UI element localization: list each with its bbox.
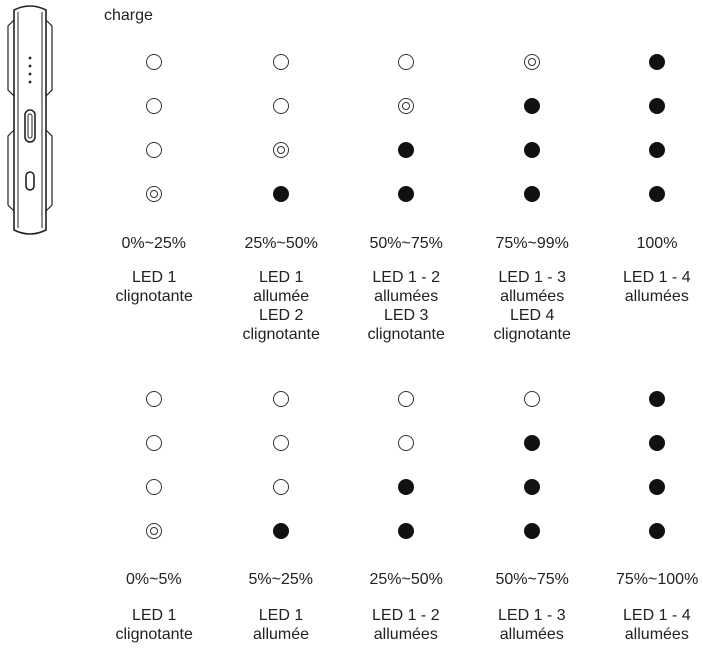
- led-on-indicator: [649, 523, 665, 539]
- description-line: LED 2: [258, 307, 304, 324]
- led-on-indicator: [649, 142, 665, 158]
- led-blink-indicator: [524, 54, 540, 70]
- led-on-indicator: [398, 479, 414, 495]
- description-line: LED 1: [258, 269, 304, 286]
- led-on-indicator: [649, 98, 665, 114]
- led-off-indicator: [273, 391, 289, 407]
- led-off-indicator: [273, 435, 289, 451]
- description-line: LED 1: [131, 607, 177, 624]
- led-off-indicator: [146, 98, 162, 114]
- led-status-description: LED 1 - 2 allumées LED 3 clignotante: [368, 268, 445, 344]
- description-line: LED 1 - 4: [623, 607, 691, 624]
- led-off-indicator: [398, 435, 414, 451]
- description-line: allumée: [253, 626, 310, 643]
- led-on-indicator: [524, 523, 540, 539]
- charge-range-label: 75%~99%: [495, 235, 569, 252]
- description-line: LED 1 - 3: [498, 607, 566, 624]
- led-off-indicator: [146, 142, 162, 158]
- description-line: LED 4: [509, 307, 555, 324]
- description-line: clignotante: [493, 326, 571, 343]
- led-off-indicator: [398, 54, 414, 70]
- led-on-indicator: [524, 479, 540, 495]
- charge-range-label: 50%~75%: [369, 235, 443, 252]
- led-off-indicator: [524, 391, 540, 407]
- description-line: allumées: [499, 626, 564, 643]
- description-line: LED 1 - 2: [372, 269, 440, 286]
- description-line: LED 1 - 2: [372, 607, 440, 624]
- description-line: allumée: [253, 288, 310, 305]
- charge-range-label: 50%~75%: [495, 571, 569, 588]
- led-off-indicator: [273, 479, 289, 495]
- led-off-indicator: [146, 54, 162, 70]
- led-on-indicator: [524, 435, 540, 451]
- charge-range-label: 25%~50%: [244, 235, 318, 252]
- led-on-indicator: [649, 435, 665, 451]
- charge-range-label: 25%~50%: [369, 571, 443, 588]
- led-off-indicator: [273, 98, 289, 114]
- description-line: allumées: [374, 288, 439, 305]
- led-status-description: LED 1 - 3 allumées LED 4 clignotante: [494, 268, 571, 344]
- led-on-indicator: [524, 186, 540, 202]
- led-status-description: LED 1 - 2 allumées: [372, 606, 440, 644]
- description-line: clignotante: [115, 288, 193, 305]
- led-on-indicator: [524, 98, 540, 114]
- charge-range-label: 0%~25%: [121, 235, 187, 252]
- led-blink-indicator: [146, 186, 162, 202]
- led-on-indicator: [273, 523, 289, 539]
- led-blink-indicator: [398, 98, 414, 114]
- led-blink-indicator: [146, 523, 162, 539]
- description-line: clignotante: [242, 326, 320, 343]
- led-status-description: LED 1 - 3 allumées: [498, 606, 566, 644]
- description-line: LED 1 - 3: [498, 269, 566, 286]
- led-on-indicator: [398, 523, 414, 539]
- description-line: clignotante: [115, 626, 193, 643]
- led-off-indicator: [146, 479, 162, 495]
- description-line: allumées: [500, 288, 565, 305]
- led-on-indicator: [649, 479, 665, 495]
- led-off-indicator: [146, 435, 162, 451]
- description-line: LED 3: [383, 307, 429, 324]
- description-line: allumées: [373, 626, 438, 643]
- charge-range-label: 0%~5%: [126, 571, 182, 588]
- power-bank-illustration: [7, 5, 53, 235]
- charge-range-label: 75%~100%: [616, 571, 699, 588]
- description-line: allumées: [624, 288, 689, 305]
- led-blink-indicator: [273, 142, 289, 158]
- led-status-description: LED 1 clignotante: [116, 268, 193, 306]
- led-on-indicator: [524, 142, 540, 158]
- description-line: allumées: [624, 626, 689, 643]
- led-on-indicator: [649, 391, 665, 407]
- led-off-indicator: [146, 391, 162, 407]
- led-status-description: LED 1 - 4 allumées: [623, 606, 691, 644]
- charge-heading: charge: [104, 7, 153, 24]
- led-off-indicator: [398, 391, 414, 407]
- description-line: clignotante: [367, 326, 445, 343]
- led-status-description: LED 1 clignotante: [116, 606, 193, 644]
- led-status-description: LED 1 allumée LED 2 clignotante: [243, 268, 320, 344]
- charge-range-label: 100%: [636, 235, 678, 252]
- description-line: LED 1: [258, 607, 304, 624]
- led-off-indicator: [273, 54, 289, 70]
- led-on-indicator: [398, 186, 414, 202]
- led-on-indicator: [398, 142, 414, 158]
- led-status-description: LED 1 allumée: [253, 606, 309, 644]
- charge-range-label: 5%~25%: [248, 571, 314, 588]
- led-on-indicator: [649, 186, 665, 202]
- led-status-description: LED 1 - 4 allumées: [623, 268, 691, 306]
- description-line: LED 1: [131, 269, 177, 286]
- led-on-indicator: [649, 54, 665, 70]
- led-on-indicator: [273, 186, 289, 202]
- description-line: LED 1 - 4: [623, 269, 691, 286]
